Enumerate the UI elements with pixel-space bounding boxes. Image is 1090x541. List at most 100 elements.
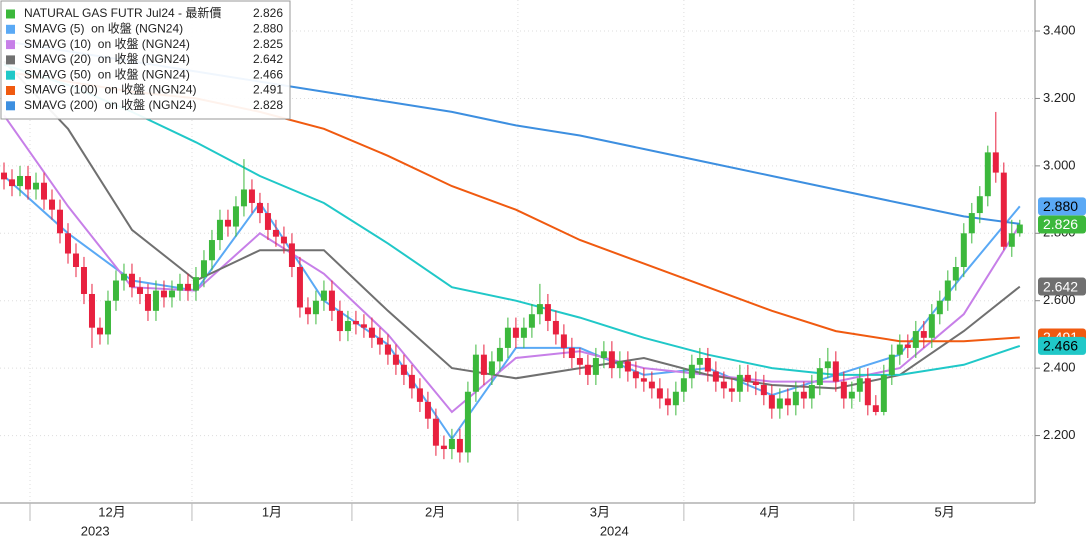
legend: NATURAL GAS FUTR Jul24 - 最新價 2.826 SMAVG (… bbox=[0, 0, 291, 120]
legend-label: SMAVG (10) on 收盤 (NGN24) bbox=[24, 37, 190, 51]
candle-body bbox=[712, 371, 719, 382]
candle-body bbox=[400, 364, 407, 375]
x-tick-label: 4月 bbox=[760, 504, 780, 519]
legend-value: 2.642 bbox=[253, 52, 283, 66]
candle-body bbox=[832, 361, 839, 382]
candle-body bbox=[144, 293, 151, 311]
candle-body bbox=[784, 398, 791, 406]
candle-body bbox=[312, 300, 319, 315]
candle-body bbox=[944, 280, 951, 301]
x-tick-label: 12月 bbox=[98, 504, 125, 519]
candle-body bbox=[88, 293, 95, 328]
candle-body bbox=[912, 331, 919, 348]
candle-body bbox=[848, 391, 855, 399]
candle-body bbox=[624, 361, 631, 372]
legend-box bbox=[0, 0, 291, 120]
candle-body bbox=[480, 354, 487, 375]
candle-body bbox=[360, 324, 367, 328]
candle-body bbox=[816, 368, 823, 386]
y-tick-label: 3.400 bbox=[1043, 22, 1076, 37]
candle-body bbox=[560, 334, 567, 348]
legend-value: 2.466 bbox=[253, 67, 283, 81]
legend-label: SMAVG (200) on 收盤 (NGN24) bbox=[24, 98, 197, 112]
candle-body bbox=[904, 344, 911, 348]
legend-label: SMAVG (5) on 收盤 (NGN24) bbox=[24, 21, 183, 35]
y-tick-label: 3.200 bbox=[1043, 90, 1076, 105]
candle-body bbox=[1000, 172, 1007, 247]
candle-body bbox=[688, 364, 695, 379]
candle-body bbox=[600, 351, 607, 359]
candle-body bbox=[488, 361, 495, 375]
end-tag-label: 2.466 bbox=[1043, 338, 1078, 354]
candle-body bbox=[376, 337, 383, 345]
candle-body bbox=[888, 354, 895, 375]
candle-body bbox=[8, 179, 15, 187]
candle-body bbox=[384, 344, 391, 355]
legend-swatch bbox=[6, 40, 15, 50]
candle-body bbox=[880, 374, 887, 412]
candle-body bbox=[368, 327, 375, 338]
candle-body bbox=[416, 388, 423, 402]
candle-body bbox=[304, 307, 311, 315]
candle-body bbox=[768, 395, 775, 409]
candle-body bbox=[936, 300, 943, 315]
candle-body bbox=[592, 358, 599, 375]
candles bbox=[0, 111, 1023, 463]
candle-body bbox=[440, 445, 447, 450]
end-tag bbox=[1038, 197, 1086, 216]
year-label: 2023 bbox=[81, 523, 110, 538]
candle-body bbox=[104, 300, 111, 335]
candle-body bbox=[808, 385, 815, 399]
candle-body bbox=[392, 354, 399, 365]
candle-body bbox=[192, 277, 199, 291]
candle-body bbox=[744, 374, 751, 382]
candle-body bbox=[288, 243, 295, 268]
candle-body bbox=[16, 175, 23, 187]
legend-value: 2.491 bbox=[253, 83, 283, 97]
legend-swatch bbox=[6, 9, 15, 19]
end-tag-label: 2.880 bbox=[1043, 198, 1078, 214]
candle-body bbox=[136, 287, 143, 294]
candle-body bbox=[168, 290, 175, 298]
candle-body bbox=[200, 260, 207, 278]
candle-body bbox=[976, 196, 983, 214]
candle-body bbox=[776, 398, 783, 409]
candle-body bbox=[464, 391, 471, 453]
candle-body bbox=[520, 327, 527, 338]
candle-body bbox=[296, 267, 303, 308]
candle-body bbox=[96, 327, 103, 335]
legend-swatch bbox=[6, 55, 15, 65]
candle-body bbox=[504, 327, 511, 348]
candle-body bbox=[528, 314, 535, 328]
candle-body bbox=[728, 388, 735, 392]
candle-body bbox=[240, 189, 247, 207]
candle-body bbox=[64, 233, 71, 254]
candle-body bbox=[408, 374, 415, 389]
candle-body bbox=[0, 172, 7, 180]
candle-body bbox=[352, 320, 359, 325]
candle-body bbox=[608, 351, 615, 369]
candle-body bbox=[928, 314, 935, 338]
candle-body bbox=[760, 385, 767, 396]
candle-body bbox=[272, 229, 279, 237]
candle-body bbox=[672, 391, 679, 406]
candle-body bbox=[960, 233, 967, 268]
candle-body bbox=[328, 290, 335, 311]
candle-body bbox=[456, 438, 463, 453]
candle-body bbox=[536, 304, 543, 315]
candle-body bbox=[800, 391, 807, 399]
candle-body bbox=[576, 358, 583, 365]
y-tick-label: 2.200 bbox=[1043, 427, 1076, 442]
candle-body bbox=[568, 347, 575, 359]
candle-body bbox=[80, 267, 87, 294]
legend-label: SMAVG (50) on 收盤 (NGN24) bbox=[24, 67, 190, 81]
y-tick-label: 2.600 bbox=[1043, 292, 1076, 307]
candle-body bbox=[696, 358, 703, 365]
candle-body bbox=[424, 401, 431, 419]
legend-label: SMAVG (100) on 收盤 (NGN24) bbox=[24, 83, 197, 97]
candle-body bbox=[1016, 224, 1023, 234]
candle-body bbox=[448, 438, 455, 450]
y-tick-label: 3.000 bbox=[1043, 157, 1076, 172]
candle-body bbox=[208, 240, 215, 261]
